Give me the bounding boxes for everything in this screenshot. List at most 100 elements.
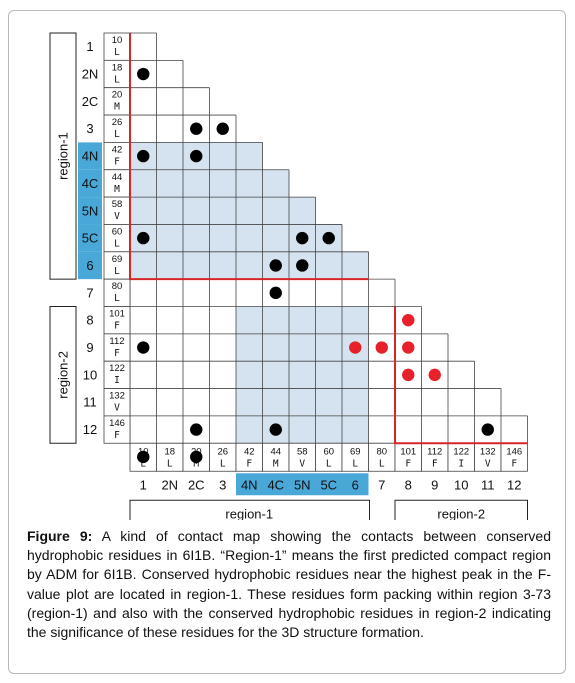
contact-dot [137, 450, 150, 464]
shaded-cell [209, 142, 236, 170]
col-residue-number: 18 [164, 446, 175, 457]
col-highlight [342, 473, 369, 496]
contact-dot [216, 122, 229, 135]
row-residue-aa: L [114, 129, 120, 140]
col-residue-aa: M [273, 458, 279, 469]
shaded-cell [156, 251, 183, 280]
row-residue-number: 44 [112, 172, 123, 183]
row-residue-aa: L [114, 266, 120, 277]
contact-dot [137, 67, 150, 81]
row-num-cell [103, 306, 131, 335]
row-num-cell [103, 333, 131, 362]
col-label: 6 [352, 477, 359, 492]
row-residue-aa: F [114, 348, 120, 359]
contact-dot [137, 231, 150, 245]
shaded-cell [289, 333, 316, 362]
row-residue-aa: V [114, 403, 120, 414]
caption-label: Figure 9: [27, 528, 93, 544]
row-label: 5C [82, 231, 99, 246]
col-label: 4C [267, 477, 284, 492]
row-label: 2N [82, 67, 99, 82]
row-residue-aa: F [114, 156, 120, 167]
shaded-cell [183, 224, 210, 252]
shaded-cell [183, 251, 210, 280]
row-residue-number: 69 [112, 254, 123, 265]
col-num-cell [288, 442, 316, 472]
shaded-cell [209, 251, 236, 280]
col-residue-aa: F [405, 458, 411, 469]
col-residue-aa: L [352, 458, 358, 469]
col-num-cell [421, 442, 449, 472]
shaded-cell [262, 306, 289, 334]
row-residue-aa: L [114, 293, 120, 304]
row-label: 8 [86, 313, 93, 328]
col-highlight [315, 473, 342, 496]
shaded-cell [130, 169, 157, 198]
row-residue-aa: V [114, 211, 120, 222]
shaded-cell [156, 169, 183, 198]
shaded-cell [315, 333, 342, 362]
contact-dot [190, 423, 203, 436]
figure-caption: Figure 9: A kind of contact map showing … [27, 527, 551, 642]
row-highlight [78, 224, 102, 252]
row-highlight [78, 142, 102, 170]
col-residue-number: 112 [427, 446, 442, 457]
row-label: 4C [82, 176, 99, 191]
shaded-cell [236, 306, 263, 334]
shaded-cell [342, 251, 369, 280]
shaded-cell [236, 197, 263, 225]
shaded-cell [236, 333, 263, 362]
shaded-cell [236, 142, 263, 170]
shaded-cell [236, 224, 263, 252]
row-num-cell [103, 224, 131, 253]
row-label: 7 [86, 285, 93, 300]
row-residue-number: 18 [112, 62, 123, 73]
row-label: 12 [83, 422, 97, 437]
shaded-cell [236, 251, 263, 280]
shaded-cell [156, 142, 183, 170]
contact-dot-red [402, 313, 415, 327]
row-label: 2C [82, 94, 99, 109]
col-residue-number: 122 [453, 446, 469, 457]
col-residue-aa: V [485, 458, 491, 469]
col-label: 2N [161, 477, 178, 492]
col-label: 9 [431, 477, 438, 492]
region2-side-box [49, 306, 77, 444]
row-residue-aa: F [114, 321, 120, 332]
row-residue-number: 42 [112, 144, 123, 155]
row-num-cell [103, 388, 131, 417]
region2-label-side: region-2 [56, 351, 71, 399]
region2-label-bottom: region-2 [437, 506, 485, 520]
contact-dot [296, 259, 309, 272]
row-residue-number: 146 [109, 418, 125, 429]
row-residue-number: 60 [112, 226, 123, 237]
col-label: 2C [188, 477, 205, 492]
col-residue-aa: L [167, 458, 173, 469]
col-residue-aa: F [511, 458, 517, 469]
region1-box [129, 499, 370, 520]
shaded-cell [262, 224, 289, 252]
row-label: 4N [82, 149, 99, 164]
shaded-cell [130, 197, 157, 225]
row-num-cell [103, 196, 131, 225]
contact-dot [322, 231, 335, 245]
row-residue-number: 122 [109, 363, 125, 374]
shaded-cell [289, 361, 316, 389]
shaded-cell [289, 306, 316, 334]
col-label: 11 [481, 477, 495, 492]
shaded-cell [236, 388, 263, 416]
shaded-cell [262, 388, 289, 416]
row-residue-aa: L [114, 47, 120, 58]
shaded-cell [209, 169, 236, 198]
row-residue-aa: L [114, 238, 120, 249]
col-label: 5C [320, 477, 337, 492]
col-residue-aa: V [299, 458, 305, 469]
col-residue-number: 44 [270, 446, 281, 457]
row-residue-number: 26 [112, 117, 123, 128]
contact-dot-red [428, 368, 441, 382]
row-label: 9 [86, 340, 93, 355]
col-label: 3 [219, 477, 226, 492]
contact-dot-red [349, 341, 362, 354]
col-label: 7 [378, 477, 385, 492]
